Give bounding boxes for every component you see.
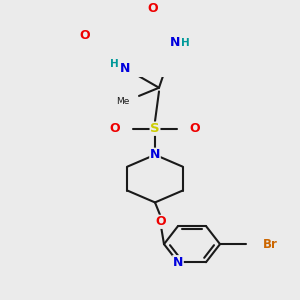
Text: O: O: [190, 122, 200, 135]
Text: O: O: [80, 29, 90, 42]
Text: O: O: [110, 122, 120, 135]
Text: H: H: [181, 38, 190, 48]
Text: S: S: [150, 122, 160, 135]
Text: N: N: [120, 61, 130, 74]
Text: Me: Me: [116, 97, 130, 106]
Text: H: H: [110, 59, 119, 69]
Text: N: N: [173, 256, 183, 269]
Text: Br: Br: [262, 238, 278, 250]
Text: N: N: [150, 148, 160, 161]
Text: O: O: [156, 215, 166, 228]
Text: N: N: [169, 35, 180, 49]
Text: O: O: [148, 2, 158, 15]
